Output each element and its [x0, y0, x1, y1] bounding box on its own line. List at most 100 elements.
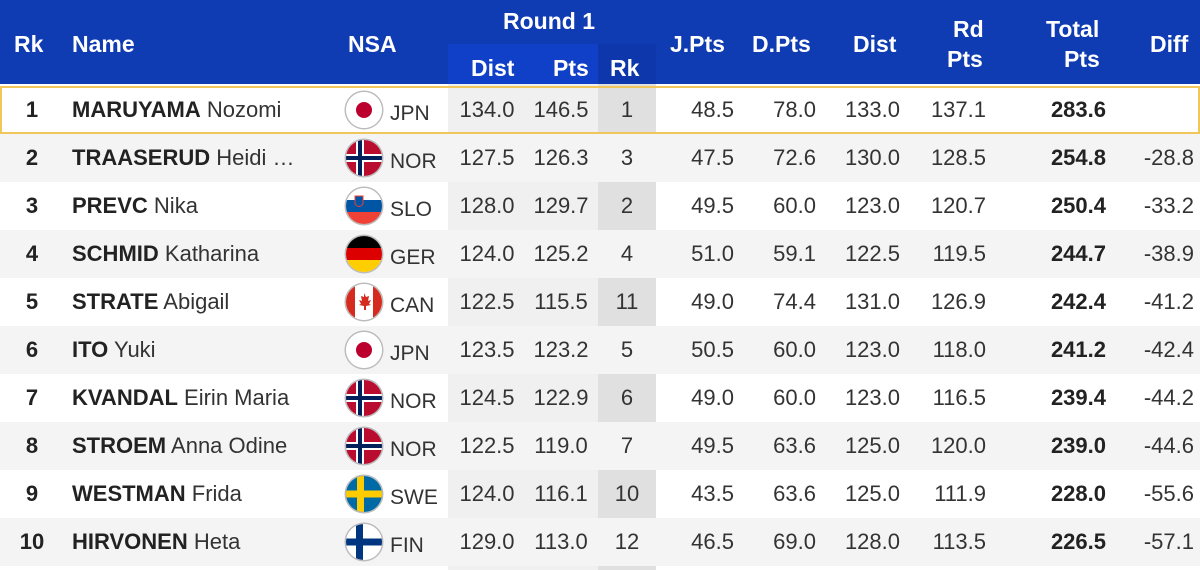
round1-pts-cell: 125.2 — [533, 241, 589, 266]
nsa-cell: CAN — [390, 294, 435, 317]
judge-pts-cell: 46.5 — [691, 529, 734, 554]
total-pts-cell: 244.7 — [1050, 241, 1106, 266]
round1-pts-cell: 113.0 — [534, 529, 588, 554]
col-rk[interactable]: Rk — [14, 31, 44, 57]
table-row[interactable]: 2 TRAASERUD Heidi … NOR 127.5 126.3 3 47.5 72.6… — [0, 134, 1200, 182]
col-r1-rk[interactable]: Rk — [610, 55, 640, 81]
round1-rank-cell: 12 — [614, 529, 640, 554]
athlete-first-name: Frida — [191, 481, 242, 506]
athlete-name-cell[interactable]: STROEM Anna Odine — [72, 422, 334, 470]
rank-cell: 4 — [25, 241, 39, 266]
rank-cell: 7 — [25, 385, 39, 410]
col-dpts[interactable]: D.Pts — [752, 31, 811, 57]
rank-cell: 3 — [25, 193, 39, 218]
athlete-last-name: KVANDAL — [72, 385, 178, 410]
round1-rank-cell: 2 — [620, 193, 634, 218]
rank-cell: 8 — [25, 433, 39, 458]
rank-cell: 2 — [25, 145, 39, 170]
athlete-name-cell[interactable]: WESTMAN Frida — [72, 470, 334, 518]
dist-cell: 125.0 — [844, 481, 900, 506]
table-row[interactable]: 1 MARUYAMA Nozomi JPN 134.0 146.5 1 48.5 78.0 13… — [0, 86, 1200, 134]
col-total-line2[interactable]: Pts — [1064, 46, 1100, 72]
athlete-name-cell[interactable]: STRATE Abigail — [72, 278, 334, 326]
round1-dist-cell: 134.0 — [459, 97, 515, 122]
round1-pts-cell: 116.1 — [534, 481, 588, 506]
athlete-name-cell[interactable]: KVANDAL Eirin Maria — [72, 374, 334, 422]
col-diff[interactable]: Diff — [1150, 31, 1189, 57]
distance-pts-cell: 60.0 — [773, 385, 816, 410]
round1-dist-cell: 124.0 — [459, 241, 515, 266]
diff-cell: -57.1 — [1143, 529, 1194, 554]
total-pts-cell: 228.0 — [1050, 481, 1106, 506]
table-row[interactable]: 5 STRATE Abigail CAN 122.5 115.5 11 49.0 74.4 13… — [0, 278, 1200, 326]
table-row[interactable]: 4 SCHMID Katharina GER 124.0 125.2 4 51.0 59.1 1… — [0, 230, 1200, 278]
round1-pts-header-bg — [522, 44, 598, 84]
col-r1-pts[interactable]: Pts — [553, 55, 589, 81]
col-r1-dist[interactable]: Dist — [471, 55, 515, 81]
athlete-first-name: Nozomi — [206, 97, 282, 122]
col-dist[interactable]: Dist — [853, 31, 897, 57]
round1-dist-cell: 128.0 — [459, 193, 515, 218]
table-row[interactable]: 3 PREVC Nika SLO 128.0 129.7 2 49.5 60.0 123.0 12… — [0, 182, 1200, 230]
table-row[interactable]: 6 ITO Yuki JPN 123.5 123.2 5 50.5 60.0 123.0 118.… — [0, 326, 1200, 374]
round1-rank-cell: 4 — [620, 241, 634, 266]
table-row[interactable]: 8 STROEM Anna Odine NOR 122.5 119.0 7 49.5 63.6… — [0, 422, 1200, 470]
round-pts-cell: 120.0 — [930, 433, 986, 458]
athlete-first-name: Heidi … — [216, 145, 295, 170]
athlete-name-cell[interactable]: ITO Yuki — [72, 326, 334, 374]
nsa-cell: NOR — [390, 438, 437, 461]
distance-pts-cell: 60.0 — [773, 193, 816, 218]
round1-pts-cell: 129.7 — [533, 193, 589, 218]
round1-dist-cell: 129.0 — [459, 529, 515, 554]
round-pts-cell: 116.5 — [932, 385, 986, 410]
round-pts-cell: 120.7 — [930, 193, 986, 218]
nsa-cell: SWE — [390, 486, 438, 509]
round1-dist-cell: 122.5 — [459, 289, 515, 314]
total-pts-cell: 241.2 — [1050, 337, 1106, 362]
nsa-cell: GER — [390, 246, 436, 269]
judge-pts-cell: 49.5 — [691, 433, 734, 458]
col-jpts[interactable]: J.Pts — [670, 31, 725, 57]
rank-cell: 6 — [25, 337, 39, 362]
col-nsa[interactable]: NSA — [348, 31, 397, 57]
distance-pts-cell: 78.0 — [773, 97, 816, 122]
athlete-last-name: ITO — [72, 337, 109, 362]
athlete-name-cell[interactable]: TRAASERUD Heidi … — [72, 134, 334, 182]
athlete-name-cell[interactable]: MARUYAMA Nozomi — [72, 86, 334, 134]
nsa-cell: JPN — [390, 342, 430, 365]
slo-flag-icon — [346, 188, 382, 224]
judge-pts-cell: 43.5 — [691, 481, 734, 506]
athlete-last-name: STRATE — [72, 289, 159, 314]
distance-pts-cell: 72.6 — [773, 145, 816, 170]
round1-pts-cell: 126.3 — [533, 145, 589, 170]
diff-cell: -44.2 — [1143, 385, 1194, 410]
table-header: Rk Name NSA Round 1 Dist Pts Rk J.Pts D.… — [0, 0, 1200, 84]
rank-cell: 9 — [25, 481, 39, 506]
diff-cell — [1128, 86, 1194, 134]
col-total-line1[interactable]: Total — [1046, 16, 1100, 42]
nor-flag-icon — [346, 428, 382, 464]
athlete-name-cell[interactable]: PREVC Nika — [72, 182, 334, 230]
col-name[interactable]: Name — [72, 31, 135, 57]
athlete-name-cell[interactable]: SCHMID Katharina — [72, 230, 334, 278]
round-pts-cell: 137.1 — [930, 97, 986, 122]
fin-flag-icon — [346, 524, 382, 560]
round-pts-cell: 118.0 — [932, 337, 986, 362]
diff-cell: -41.2 — [1143, 289, 1194, 314]
dist-cell: 131.0 — [844, 289, 900, 314]
total-pts-cell: 239.0 — [1050, 433, 1106, 458]
dist-cell: 130.0 — [844, 145, 900, 170]
table-row[interactable]: 10 HIRVONEN Heta FIN 129.0 113.0 12 46.5 69.0 12… — [0, 518, 1200, 566]
col-rdpts-line1[interactable]: Rd — [953, 16, 984, 42]
round1-dist-cell: 127.5 — [459, 145, 515, 170]
swe-flag-icon — [346, 476, 382, 512]
athlete-last-name: STROEM — [72, 433, 167, 458]
col-rdpts-line2[interactable]: Pts — [947, 46, 983, 72]
athlete-first-name: Heta — [193, 529, 241, 554]
athlete-name-cell[interactable]: HIRVONEN Heta — [72, 518, 334, 566]
table-row[interactable]: 7 KVANDAL Eirin Maria NOR 124.5 122.9 6 49.0 60… — [0, 374, 1200, 422]
athlete-last-name: SCHMID — [72, 241, 159, 266]
table-row[interactable]: 9 WESTMAN Frida SWE 124.0 116.1 10 43.5 63.6 125… — [0, 470, 1200, 518]
diff-cell: -42.4 — [1143, 337, 1194, 362]
